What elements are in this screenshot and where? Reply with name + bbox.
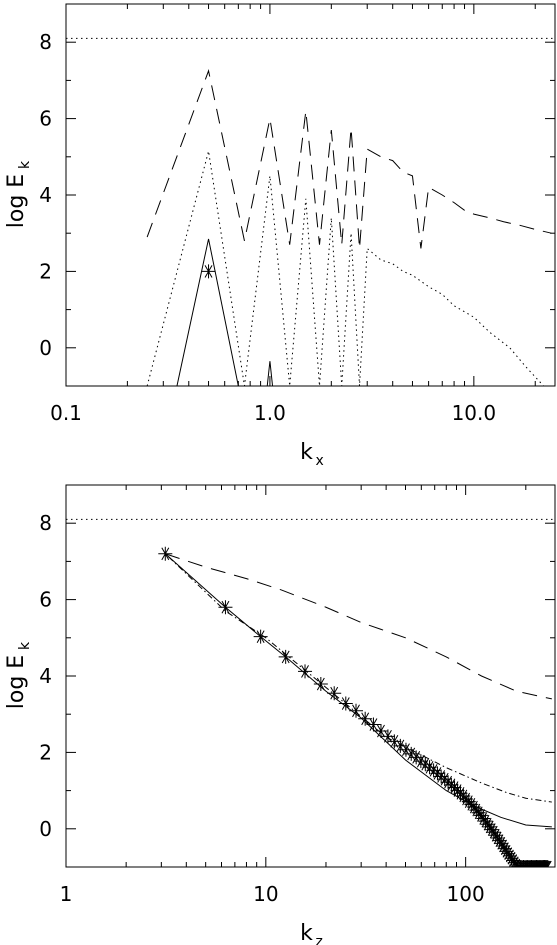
y-axis-label: log E: [4, 174, 29, 228]
asterisk-marker: [158, 546, 173, 561]
y-tick-label: 8: [39, 511, 52, 535]
plot-area: [66, 518, 555, 867]
y-tick-label: 4: [39, 664, 52, 688]
asterisk-marker: [398, 742, 413, 757]
x-axis-label: k: [300, 921, 313, 945]
asterisk-marker: [456, 788, 471, 803]
series-1-dashed-line: [165, 553, 552, 700]
y-tick-label: 0: [39, 336, 52, 360]
series-4-solid-line: [266, 361, 274, 386]
plot-area: [66, 37, 555, 386]
asterisk-marker: [437, 772, 452, 787]
asterisk-marker: [422, 760, 437, 775]
asterisk-marker: [461, 794, 476, 809]
asterisk-marker: [450, 783, 465, 798]
asterisk-marker: [201, 264, 216, 279]
y-tick-label: 6: [39, 107, 52, 131]
x-tick-label: 100: [447, 882, 485, 906]
asterisk-marker: [366, 717, 381, 732]
asterisk-marker: [404, 746, 419, 761]
asterisk-marker: [338, 696, 353, 711]
asterisk-marker: [358, 711, 373, 726]
x-tick-label: 10.0: [452, 401, 497, 425]
series-3-solid-line: [164, 553, 552, 828]
asterisk-marker: [327, 686, 342, 701]
asterisk-marker: [453, 786, 468, 801]
x-tick-label: 10: [253, 882, 278, 906]
asterisk-marker: [218, 600, 233, 615]
y-tick-label: 8: [39, 30, 52, 54]
asterisk-marker: [313, 677, 328, 692]
asterisk-marker: [434, 769, 449, 784]
x-axis-label: k: [300, 440, 313, 465]
y-axis-label-group: log E k: [4, 160, 33, 228]
y-tick-label: 2: [39, 740, 52, 764]
y-axis-label-group: log E k: [4, 641, 33, 709]
y-tick-label: 0: [39, 817, 52, 841]
plot-frame: [65, 3, 556, 387]
asterisk-marker: [426, 763, 441, 778]
y-tick-label: 2: [39, 259, 52, 283]
asterisk-marker: [441, 775, 456, 790]
asterisk-marker: [409, 750, 424, 765]
x-tick-label: 0.1: [50, 401, 82, 425]
y-tick-label: 4: [39, 183, 52, 207]
asterisk-marker: [387, 734, 402, 749]
asterisk-marker: [444, 777, 459, 792]
asterisk-marker: [418, 757, 433, 772]
asterisk-marker: [447, 780, 462, 795]
asterisk-marker: [509, 858, 524, 867]
series-1-dashed-line: [146, 69, 552, 249]
x-axis-label-subscript: z: [316, 934, 323, 945]
asterisk-marker: [471, 805, 486, 820]
asterisk-marker: [459, 792, 474, 807]
asterisk-marker: [469, 803, 484, 818]
series-2-dotted-line: [146, 150, 545, 386]
x-tick-label: 1.0: [254, 401, 286, 425]
asterisk-marker: [476, 811, 491, 826]
asterisk-marker: [349, 703, 364, 718]
y-axis-label: log E: [4, 655, 29, 709]
asterisk-marker: [466, 800, 481, 815]
x-tick-label: 1: [60, 882, 73, 906]
asterisk-marker: [464, 797, 479, 812]
asterisk-marker: [380, 729, 395, 744]
asterisk-marker: [373, 724, 388, 739]
asterisk-marker: [393, 738, 408, 753]
asterisk-marker: [413, 754, 428, 769]
x-axis-label-subscript: x: [316, 453, 324, 469]
asterisk-marker: [253, 629, 268, 644]
asterisk-marker: [298, 664, 313, 679]
y-axis-label-subscript: k: [17, 641, 33, 650]
y-tick-label: 6: [39, 588, 52, 612]
asterisk-marker: [430, 766, 445, 781]
series-3-solid-line: [176, 238, 239, 386]
series-2-dashdot-line: [164, 553, 552, 803]
asterisk-marker: [278, 649, 293, 664]
y-axis-label-subscript: k: [17, 160, 33, 169]
